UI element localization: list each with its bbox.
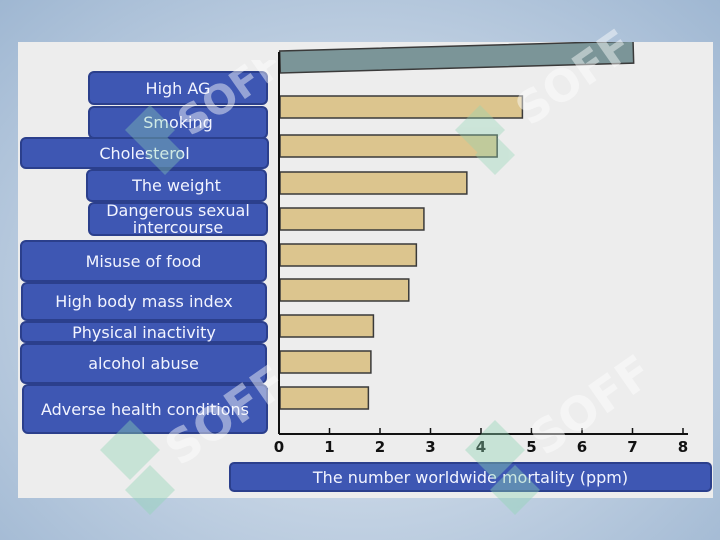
bar: [279, 386, 370, 410]
bar: [278, 42, 635, 74]
x-tick-label: 1: [324, 438, 334, 456]
x-tick-label: 4: [476, 438, 486, 456]
category-label: High AG: [88, 71, 268, 105]
category-label: Dangerous sexual intercourse: [88, 202, 268, 236]
category-label: The weight: [86, 169, 267, 202]
category-label: High body mass index: [21, 282, 267, 321]
x-tick-label: 8: [678, 438, 688, 456]
bar: [279, 134, 498, 158]
category-label: Smoking: [88, 106, 268, 139]
bar: [279, 95, 524, 119]
x-axis-label: The number worldwide mortality (ppm): [229, 462, 712, 492]
bar: [279, 350, 372, 374]
category-label: Misuse of food: [20, 240, 267, 282]
x-tick-label: 0: [274, 438, 284, 456]
bar: [279, 171, 468, 195]
bar: [279, 314, 375, 338]
x-tick-label: 3: [425, 438, 435, 456]
bar: [279, 207, 425, 231]
category-label: Cholesterol: [20, 137, 269, 169]
x-tick-label: 2: [375, 438, 385, 456]
x-tick-label: 5: [526, 438, 536, 456]
bar-chart: 0 1 2 3 4 5 6 7 8: [274, 42, 688, 456]
category-label: Adverse health conditions: [22, 384, 268, 434]
category-label: alcohol abuse: [20, 343, 267, 384]
x-tick-label: 6: [577, 438, 587, 456]
bar: [279, 243, 418, 267]
x-tick-label: 7: [627, 438, 637, 456]
category-label: Physical inactivity: [20, 321, 268, 343]
bar: [279, 278, 410, 302]
